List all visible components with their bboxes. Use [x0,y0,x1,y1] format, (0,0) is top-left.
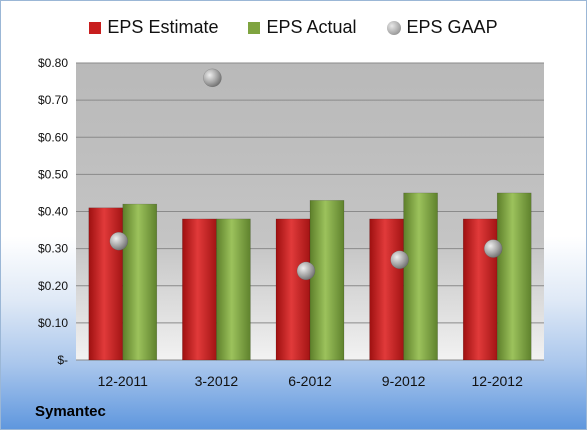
legend-item-actual: EPS Actual [248,17,357,38]
x-tick-label: 3-2012 [195,373,239,389]
actual-bar [216,218,251,361]
estimate-bar [182,218,217,361]
y-tick-label: $0.60 [38,130,68,144]
y-axis-ticks: $- $0.10 $0.20 $0.30 $0.40 $0.50 $0.60 $0.70 $0.… [38,56,68,367]
y-tick-label: $- [57,353,68,367]
legend-swatch-actual [248,21,261,34]
y-tick-label: $0.50 [38,167,68,181]
legend-label-estimate: EPS Estimate [107,17,219,37]
x-tick-label: 12-2011 [98,373,149,389]
y-tick-label: $0.70 [38,93,68,107]
gaap-point [109,231,129,251]
bars [88,192,532,361]
y-tick-label: $0.10 [38,316,68,330]
legend: EPS Estimate EPS Actual EPS GAAP [1,17,586,38]
x-tick-label: 6-2012 [288,373,332,389]
estimate-bar [88,207,124,361]
actual-bar [309,200,345,361]
legend-swatch-gaap [386,20,401,35]
estimate-bar [369,218,404,361]
estimate-bar [275,218,311,361]
actual-bar [122,203,158,361]
actual-bar [496,192,532,361]
company-name: Symantec [35,403,106,420]
gaap-point [390,250,409,270]
gaap-point [483,239,503,258]
legend-swatch-estimate [89,21,102,34]
y-tick-label: $0.30 [38,242,68,256]
actual-bar [403,192,438,361]
gaap-points [109,68,503,281]
legend-label-actual: EPS Actual [266,17,357,37]
legend-label-gaap: EPS GAAP [406,17,498,37]
x-axis-ticks: 12-2011 3-2012 6-2012 9-2012 12-2012 [98,373,523,389]
gaap-point [296,261,316,281]
estimate-bar [462,218,498,361]
legend-item-estimate: EPS Estimate [89,17,218,38]
y-tick-label: $0.80 [38,56,68,70]
x-tick-label: 12-2012 [472,373,524,389]
y-tick-label: $0.20 [38,279,68,293]
y-tick-label: $0.40 [38,205,68,219]
legend-item-gaap: EPS GAAP [386,17,498,38]
x-tick-label: 9-2012 [382,373,426,389]
gaap-point [203,68,222,88]
